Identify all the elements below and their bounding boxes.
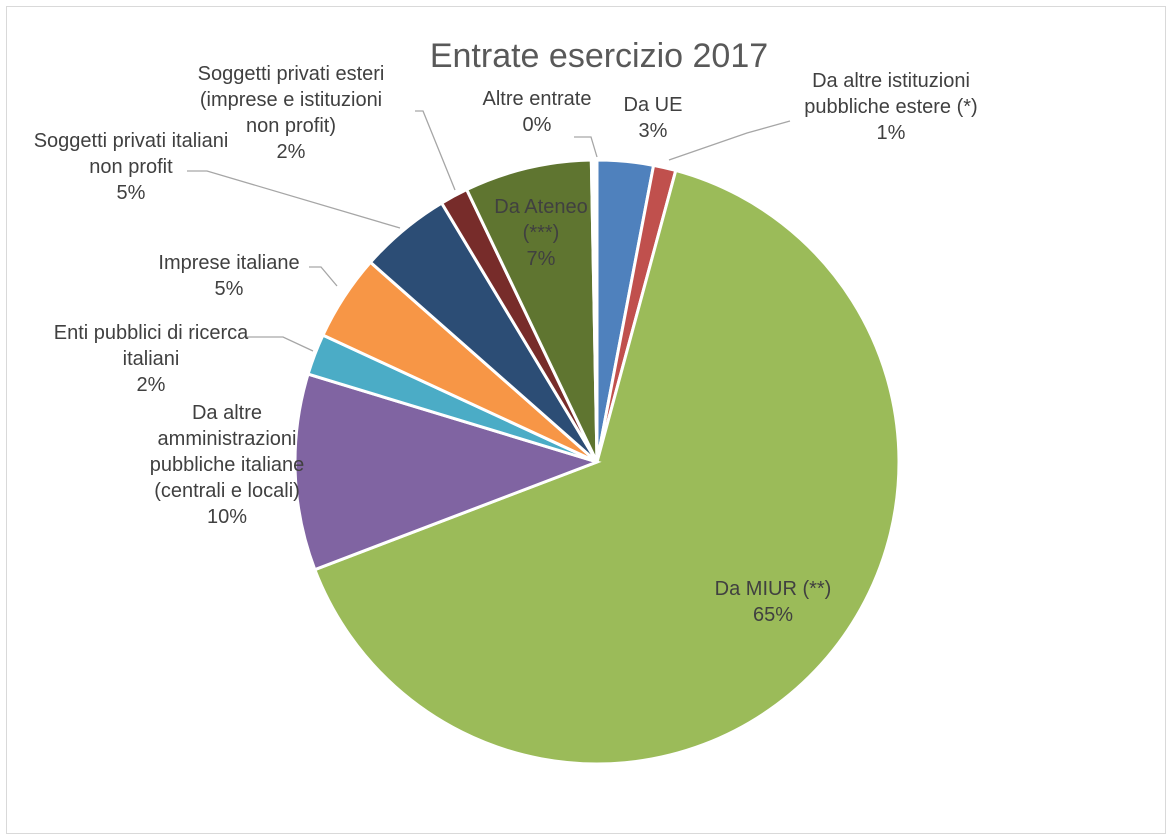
leader-line-6: [187, 170, 401, 229]
pie-slice-3: [293, 372, 602, 572]
pie-slice-2: [312, 168, 901, 766]
pie-chart: Entrate esercizio 2017 Da UE 3% Da altre i…: [34, 37, 978, 766]
pie-slice-8: [464, 158, 599, 463]
slice-label-1: Da altre istituzioni pubbliche estere (*)…: [804, 70, 977, 144]
leader-line-9: [574, 136, 598, 158]
slice-label-8: Da Ateneo (***) 7%: [494, 196, 587, 270]
chart-area: Entrate esercizio 2017 Da UE 3% Da altre i…: [6, 6, 1166, 834]
slice-label-9: Altre entrate 0%: [483, 88, 592, 136]
pie-slice-9: [589, 158, 599, 463]
slice-label-5: Imprese italiane 5%: [158, 252, 299, 300]
slice-label-0: Da UE 3%: [624, 94, 683, 142]
pie-slices: [293, 158, 901, 766]
leader-line-1: [668, 120, 791, 161]
leader-lines: [187, 110, 791, 352]
slice-labels: Da UE 3% Da altre istituzioni pubbliche est…: [34, 63, 978, 626]
slice-label-2: Da MIUR (**) 65%: [715, 578, 832, 626]
leader-line-7: [415, 110, 456, 191]
slice-label-3: Da altre amministrazioni pubbliche italian…: [150, 402, 305, 528]
slice-label-4: Enti pubblici di ricerca italiani 2%: [54, 322, 249, 396]
slice-label-6: Soggetti privati italiani non profit 5%: [34, 130, 229, 204]
leader-line-5: [309, 266, 338, 287]
leader-line-4: [247, 336, 314, 352]
slice-label-7: Soggetti privati esteri (imprese e istitu…: [198, 63, 385, 163]
chart-title: Entrate esercizio 2017: [430, 37, 768, 75]
